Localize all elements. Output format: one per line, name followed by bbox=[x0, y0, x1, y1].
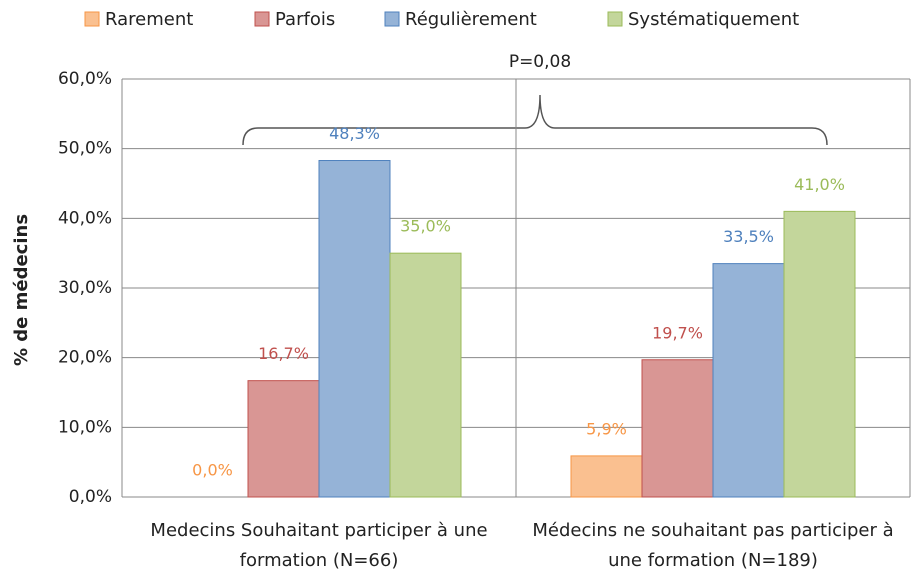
bar bbox=[712, 263, 785, 498]
bar bbox=[389, 252, 462, 498]
y-tick-label: 30,0% bbox=[58, 278, 112, 298]
data-label: 0,0% bbox=[192, 461, 233, 480]
x-tick-label: Médecins ne souhaitant pas participer à … bbox=[532, 520, 894, 571]
bar bbox=[641, 359, 714, 498]
data-label: 41,0% bbox=[794, 175, 845, 194]
data-label: 5,9% bbox=[586, 419, 627, 438]
x-tick-label: Medecins Souhaitant participer à une for… bbox=[150, 520, 488, 571]
y-tick-label: 20,0% bbox=[58, 348, 112, 368]
legend-label: Régulièrement bbox=[405, 9, 537, 30]
data-label: 16,7% bbox=[258, 344, 309, 363]
legend-label: Parfois bbox=[275, 9, 335, 30]
y-tick-label: 0,0% bbox=[69, 487, 112, 507]
brace bbox=[242, 94, 828, 146]
y-tick-label: 50,0% bbox=[58, 139, 112, 159]
bar bbox=[247, 380, 320, 498]
bar bbox=[318, 160, 391, 498]
annotation: P=0,08 bbox=[509, 52, 571, 72]
data-label: 33,5% bbox=[723, 227, 774, 246]
data-label: 19,7% bbox=[652, 323, 703, 342]
legend-swatch bbox=[84, 11, 100, 27]
data-label: 35,0% bbox=[400, 217, 451, 236]
legend-swatch bbox=[254, 11, 270, 27]
bar bbox=[783, 210, 856, 498]
y-tick-label: 60,0% bbox=[58, 69, 112, 89]
y-axis-label: % de médecins bbox=[11, 214, 32, 366]
legend-label: Rarement bbox=[105, 9, 193, 30]
bar bbox=[570, 455, 643, 498]
y-tick-label: 40,0% bbox=[58, 208, 112, 228]
legend-label: Systématiquement bbox=[628, 9, 799, 30]
data-label: 48,3% bbox=[329, 124, 380, 143]
legend-swatch bbox=[607, 11, 623, 27]
y-tick-label: 10,0% bbox=[58, 417, 112, 437]
legend-swatch bbox=[384, 11, 400, 27]
